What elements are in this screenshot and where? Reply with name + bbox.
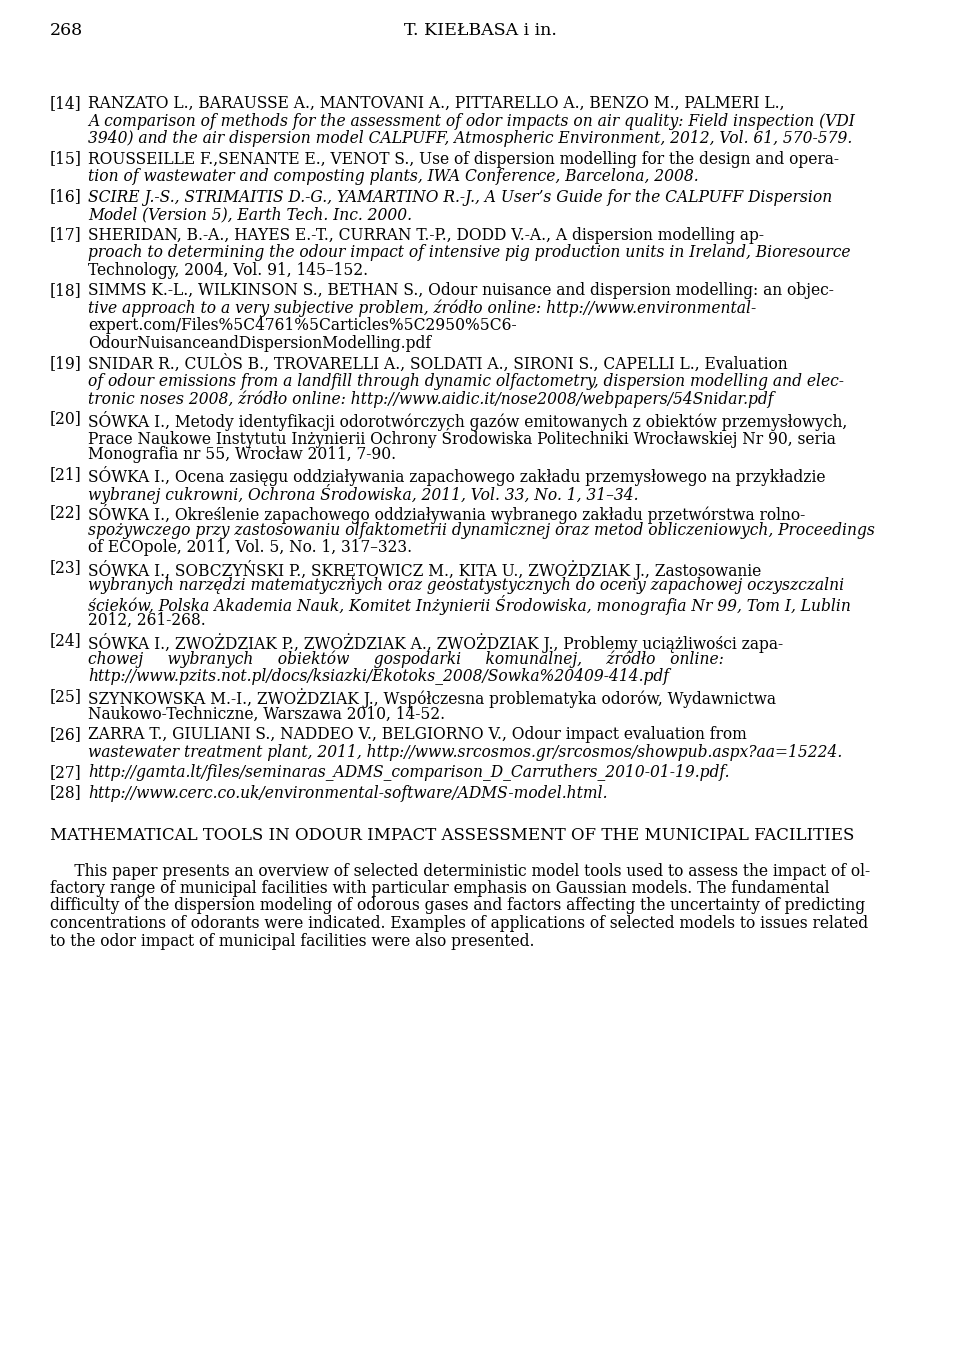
Text: [19]: [19] — [50, 355, 82, 372]
Text: SÓWKA I., SOBCZYŃSKI P., SKRĘTOWICZ M., KITA U., ZWOŻDZIAK J., Zastosowanie: SÓWKA I., SOBCZYŃSKI P., SKRĘTOWICZ M., … — [88, 559, 761, 580]
Text: spożywczego przy zastosowaniu olfaktometrii dynamicznej oraz metod obliczeniowyc: spożywczego przy zastosowaniu olfaktomet… — [88, 521, 875, 539]
Text: Naukowo-Techniczne, Warszawa 2010, 14-52.: Naukowo-Techniczne, Warszawa 2010, 14-52… — [88, 705, 445, 723]
Text: [17]: [17] — [50, 226, 82, 244]
Text: http://www.pzits.not.pl/docs/ksiazki/Ekotoks_2008/Sowka%20409-414.pdf: http://www.pzits.not.pl/docs/ksiazki/Eko… — [88, 667, 669, 685]
Text: wybranych narzędzi matematycznych oraz geostatystycznych do oceny zapachowej ocz: wybranych narzędzi matematycznych oraz g… — [88, 577, 844, 593]
Text: http://gamta.lt/files/seminaras_ADMS_comparison_D_Carruthers_2010-01-19.pdf.: http://gamta.lt/files/seminaras_ADMS_com… — [88, 764, 730, 781]
Text: ROUSSEILLE F.,SENANTE E., VENOT S., Use of dispersion modelling for the design a: ROUSSEILLE F.,SENANTE E., VENOT S., Use … — [88, 151, 839, 167]
Text: SNIDAR R., CULÒS B., TROVARELLI A., SOLDATI A., SIRONI S., CAPELLI L., Evaluatio: SNIDAR R., CULÒS B., TROVARELLI A., SOLD… — [88, 355, 787, 373]
Text: Monografia nr 55, Wrocław 2011, 7-90.: Monografia nr 55, Wrocław 2011, 7-90. — [88, 445, 396, 463]
Text: A comparison of methods for the assessment of odor impacts on air quality: Field: A comparison of methods for the assessme… — [88, 113, 854, 129]
Text: tronic noses 2008, źródło online: http://www.aidic.it/nose2008/webpapers/54Snida: tronic noses 2008, źródło online: http:/… — [88, 391, 774, 407]
Text: SÓWKA I., ZWOŻDZIAK P., ZWOŻDZIAK A., ZWOŻDZIAK J., Problemy uciążliwości zapa-: SÓWKA I., ZWOŻDZIAK P., ZWOŻDZIAK A., ZW… — [88, 633, 783, 652]
Text: OdourNuisanceandDispersionModelling.pdf: OdourNuisanceandDispersionModelling.pdf — [88, 335, 431, 351]
Text: [25]: [25] — [50, 689, 82, 705]
Text: SZYNKOWSKA M.-I., ZWOŻDZIAK J., Współczesna problematyka odorów, Wydawnictwa: SZYNKOWSKA M.-I., ZWOŻDZIAK J., Współcze… — [88, 689, 776, 708]
Text: http://www.cerc.co.uk/environmental-software/ADMS-model.html.: http://www.cerc.co.uk/environmental-soft… — [88, 784, 608, 802]
Text: [21]: [21] — [50, 465, 82, 483]
Text: Technology, 2004, Vol. 91, 145–152.: Technology, 2004, Vol. 91, 145–152. — [88, 261, 368, 279]
Text: [26]: [26] — [50, 725, 82, 743]
Text: This paper presents an overview of selected deterministic model tools used to as: This paper presents an overview of selec… — [50, 863, 870, 879]
Text: T. KIEŁBASA i in.: T. KIEŁBASA i in. — [403, 22, 557, 39]
Text: wastewater treatment plant, 2011, http://www.srcosmos.gr/srcosmos/showpub.aspx?a: wastewater treatment plant, 2011, http:/… — [88, 743, 842, 761]
Text: 2012, 261-268.: 2012, 261-268. — [88, 612, 205, 629]
Text: concentrations of odorants were indicated. Examples of applications of selected : concentrations of odorants were indicate… — [50, 915, 868, 932]
Text: wybranej cukrowni, Ochrona Środowiska, 2011, Vol. 33, No. 1, 31–34.: wybranej cukrowni, Ochrona Środowiska, 2… — [88, 483, 638, 504]
Text: SÓWKA I., Ocena zasięgu oddziaływania zapachowego zakładu przemysłowego na przyk: SÓWKA I., Ocena zasięgu oddziaływania za… — [88, 465, 826, 486]
Text: tion of wastewater and composting plants, IWA Conference, Barcelona, 2008.: tion of wastewater and composting plants… — [88, 167, 699, 185]
Text: of odour emissions from a landfill through dynamic olfactometry, dispersion mode: of odour emissions from a landfill throu… — [88, 373, 844, 389]
Text: [14]: [14] — [50, 95, 82, 112]
Text: [15]: [15] — [50, 151, 82, 167]
Text: [27]: [27] — [50, 764, 82, 781]
Text: Model (Version 5), Earth Tech. Inc. 2000.: Model (Version 5), Earth Tech. Inc. 2000… — [88, 206, 412, 223]
Text: 268: 268 — [50, 22, 84, 39]
Text: Prace Naukowe Instytutu Inżynierii Ochrony Środowiska Politechniki Wrocławskiej : Prace Naukowe Instytutu Inżynierii Ochro… — [88, 427, 836, 448]
Text: ścieków, Polska Akademia Nauk, Komitet Inżynierii Środowiska, monografia Nr 99, : ścieków, Polska Akademia Nauk, Komitet I… — [88, 595, 851, 615]
Text: 3940) and the air dispersion model CALPUFF, Atmospheric Environment, 2012, Vol. : 3940) and the air dispersion model CALPU… — [88, 131, 852, 147]
Text: factory range of municipal facilities with particular emphasis on Gaussian model: factory range of municipal facilities wi… — [50, 881, 829, 897]
Text: [20]: [20] — [50, 411, 82, 427]
Text: [28]: [28] — [50, 784, 82, 802]
Text: RANZATO L., BARAUSSE A., MANTOVANI A., PITTARELLO A., BENZO M., PALMERI L.,: RANZATO L., BARAUSSE A., MANTOVANI A., P… — [88, 95, 784, 112]
Text: proach to determining the odour impact of intensive pig production units in Irel: proach to determining the odour impact o… — [88, 244, 851, 261]
Text: [16]: [16] — [50, 189, 82, 206]
Text: expert.com/Files%5C4761%5Carticles%5C2950%5C6-: expert.com/Files%5C4761%5Carticles%5C295… — [88, 317, 516, 333]
Text: SÓWKA I., Metody identyfikacji odorotwórczych gazów emitowanych z obiektów przem: SÓWKA I., Metody identyfikacji odorotwór… — [88, 411, 848, 430]
Text: SHERIDAN, B.-A., HAYES E.-T., CURRAN T.-P., DODD V.-A., A dispersion modelling a: SHERIDAN, B.-A., HAYES E.-T., CURRAN T.-… — [88, 226, 764, 244]
Text: of ECOpole, 2011, Vol. 5, No. 1, 317–323.: of ECOpole, 2011, Vol. 5, No. 1, 317–323… — [88, 539, 412, 557]
Text: MATHEMATICAL TOOLS IN ODOUR IMPACT ASSESSMENT OF THE MUNICIPAL FACILITIES: MATHEMATICAL TOOLS IN ODOUR IMPACT ASSES… — [50, 827, 854, 844]
Text: tive approach to a very subjective problem, źródło online: http://www.environmen: tive approach to a very subjective probl… — [88, 299, 756, 317]
Text: [18]: [18] — [50, 282, 82, 299]
Text: [22]: [22] — [50, 504, 82, 521]
Text: SÓWKA I., Określenie zapachowego oddziaływania wybranego zakładu przetwórstwa ro: SÓWKA I., Określenie zapachowego oddział… — [88, 504, 805, 524]
Text: chowej     wybranych     obiektów     gospodarki     komunalnej,     źródło   on: chowej wybranych obiektów gospodarki kom… — [88, 651, 724, 667]
Text: SCIRE J.-S., STRIMAITIS D.-G., YAMARTINO R.-J., A User’s Guide for the CALPUFF D: SCIRE J.-S., STRIMAITIS D.-G., YAMARTINO… — [88, 189, 832, 206]
Text: [24]: [24] — [50, 633, 82, 649]
Text: SIMMS K.-L., WILKINSON S., BETHAN S., Odour nuisance and dispersion modelling: a: SIMMS K.-L., WILKINSON S., BETHAN S., Od… — [88, 282, 834, 299]
Text: difficulty of the dispersion modeling of odorous gases and factors affecting the: difficulty of the dispersion modeling of… — [50, 897, 865, 915]
Text: ZARRA T., GIULIANI S., NADDEO V., BELGIORNO V., Odour impact evaluation from: ZARRA T., GIULIANI S., NADDEO V., BELGIO… — [88, 725, 747, 743]
Text: to the odor impact of municipal facilities were also presented.: to the odor impact of municipal faciliti… — [50, 932, 535, 950]
Text: [23]: [23] — [50, 559, 82, 577]
